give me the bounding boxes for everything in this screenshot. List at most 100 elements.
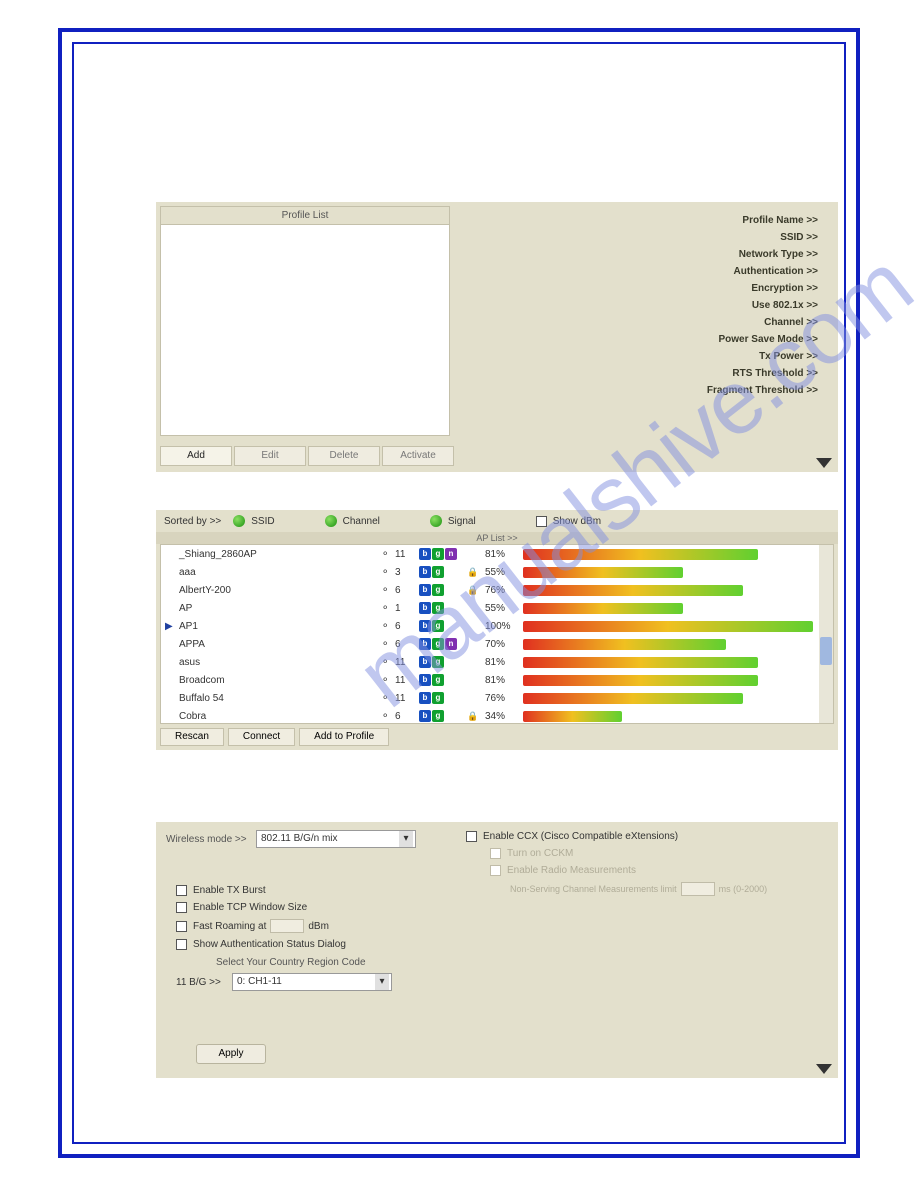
signal-bar-wrap xyxy=(523,711,833,722)
ap-row[interactable]: Cobra⚬6bg🔒34% xyxy=(161,707,833,724)
mode-n-icon: n xyxy=(445,638,457,650)
channel-icon: ⚬ xyxy=(381,603,395,614)
signal-bar xyxy=(523,585,743,596)
sort-channel-radio[interactable] xyxy=(325,515,337,527)
ap-modes: bg xyxy=(419,656,467,668)
profile-detail-row: SSID >> xyxy=(578,229,818,246)
channel-icon: ⚬ xyxy=(381,639,395,650)
sort-ssid-radio[interactable] xyxy=(233,515,245,527)
ap-channel: 6 xyxy=(395,621,419,632)
sort-signal-label: Signal xyxy=(448,516,476,527)
ap-signal-pct: 70% xyxy=(485,639,523,650)
wireless-mode-combo[interactable]: 802.11 B/G/n mix xyxy=(256,830,416,848)
ap-row[interactable]: ▶AP1⚬6bg100% xyxy=(161,617,833,635)
profile-buttons: AddEditDeleteActivate xyxy=(160,446,456,466)
profile-list-title: Profile List xyxy=(161,207,449,225)
profile-detail-row: Profile Name >> xyxy=(578,212,818,229)
bg-combo[interactable]: 0: CH1-11 xyxy=(232,973,392,991)
expand-icon[interactable] xyxy=(816,458,832,468)
lock-icon: 🔒 xyxy=(467,585,485,596)
ap-row[interactable]: AP⚬1bg55% xyxy=(161,599,833,617)
mode-b-icon: b xyxy=(419,584,431,596)
enable-ccx-checkbox[interactable] xyxy=(466,831,477,842)
ap-buttons: RescanConnectAdd to Profile xyxy=(156,724,838,750)
rescan-button[interactable]: Rescan xyxy=(160,728,224,746)
ap-modes: bg xyxy=(419,710,467,722)
signal-bar xyxy=(523,693,743,704)
signal-bar-wrap xyxy=(523,603,833,614)
delete-button[interactable]: Delete xyxy=(308,446,380,466)
signal-bar xyxy=(523,657,758,668)
fast-roaming-input[interactable] xyxy=(270,919,304,933)
tcp-window-label: Enable TCP Window Size xyxy=(193,902,307,913)
ap-channel: 11 xyxy=(395,675,419,686)
profile-panel: Profile List Profile Name >>SSID >>Netwo… xyxy=(156,202,838,472)
turn-on-cckm-label: Turn on CCKM xyxy=(507,848,573,859)
selected-arrow-icon: ▶ xyxy=(165,621,173,632)
mode-b-icon: b xyxy=(419,674,431,686)
ap-row[interactable]: aaa⚬3bg🔒55% xyxy=(161,563,833,581)
left-options: Enable TX Burst Enable TCP Window Size F… xyxy=(166,882,466,994)
ap-signal-pct: 34% xyxy=(485,711,523,722)
tx-burst-checkbox[interactable] xyxy=(176,885,187,896)
profile-detail-row: RTS Threshold >> xyxy=(578,365,818,382)
signal-bar xyxy=(523,711,622,722)
signal-bar-wrap xyxy=(523,639,833,650)
connect-button[interactable]: Connect xyxy=(228,728,295,746)
ap-row[interactable]: Buffalo 54⚬11bg76% xyxy=(161,689,833,707)
tcp-window-checkbox[interactable] xyxy=(176,902,187,913)
ap-channel: 3 xyxy=(395,567,419,578)
ap-signal-pct: 81% xyxy=(485,657,523,668)
ap-list[interactable]: _Shiang_2860AP⚬11bgn81%aaa⚬3bg🔒55%Albert… xyxy=(160,544,834,724)
ap-ssid: _Shiang_2860AP xyxy=(179,549,381,560)
ap-modes: bg xyxy=(419,602,467,614)
profile-detail-row: Channel >> xyxy=(578,314,818,331)
fast-roaming-checkbox[interactable] xyxy=(176,921,187,932)
show-auth-checkbox[interactable] xyxy=(176,939,187,950)
signal-bar xyxy=(523,639,726,650)
ap-modes: bg xyxy=(419,620,467,632)
mode-b-icon: b xyxy=(419,548,431,560)
sort-signal-radio[interactable] xyxy=(430,515,442,527)
show-dbm-checkbox[interactable] xyxy=(536,516,547,527)
wireless-mode-label: Wireless mode >> xyxy=(166,834,256,845)
expand-icon[interactable] xyxy=(816,1064,832,1074)
channel-icon: ⚬ xyxy=(381,567,395,578)
ap-signal-pct: 55% xyxy=(485,603,523,614)
ap-modes: bg xyxy=(419,584,467,596)
ap-signal-pct: 81% xyxy=(485,549,523,560)
channel-icon: ⚬ xyxy=(381,657,395,668)
add-button[interactable]: Add xyxy=(160,446,232,466)
ap-modes: bg xyxy=(419,692,467,704)
profile-detail-row: Network Type >> xyxy=(578,246,818,263)
signal-bar xyxy=(523,675,758,686)
ap-row[interactable]: AlbertY-200⚬6bg🔒76% xyxy=(161,581,833,599)
signal-bar-wrap xyxy=(523,675,833,686)
ap-ssid: AlbertY-200 xyxy=(179,585,381,596)
ap-row[interactable]: Broadcom⚬11bg81% xyxy=(161,671,833,689)
mode-g-icon: g xyxy=(432,674,444,686)
channel-icon: ⚬ xyxy=(381,585,395,596)
ap-list-title: AP List >> xyxy=(156,532,838,544)
ap-signal-pct: 55% xyxy=(485,567,523,578)
ap-row[interactable]: asus⚬11bg81% xyxy=(161,653,833,671)
profile-detail-row: Authentication >> xyxy=(578,263,818,280)
edit-button[interactable]: Edit xyxy=(234,446,306,466)
mode-b-icon: b xyxy=(419,638,431,650)
profile-detail-row: Tx Power >> xyxy=(578,348,818,365)
mode-g-icon: g xyxy=(432,692,444,704)
add-to-profile-button[interactable]: Add to Profile xyxy=(299,728,389,746)
apply-button[interactable]: Apply xyxy=(196,1044,266,1064)
mode-b-icon: b xyxy=(419,602,431,614)
profile-list[interactable]: Profile List xyxy=(160,206,450,436)
profile-detail-row: Encryption >> xyxy=(578,280,818,297)
channel-icon: ⚬ xyxy=(381,549,395,560)
ap-row[interactable]: _Shiang_2860AP⚬11bgn81% xyxy=(161,545,833,563)
ap-ssid: Buffalo 54 xyxy=(179,693,381,704)
signal-bar-wrap xyxy=(523,549,833,560)
ap-signal-pct: 100% xyxy=(485,621,523,632)
ap-row[interactable]: APPA⚬6bgn70% xyxy=(161,635,833,653)
activate-button[interactable]: Activate xyxy=(382,446,454,466)
bg-label: 11 B/G >> xyxy=(176,977,232,988)
signal-bar-wrap xyxy=(523,585,833,596)
